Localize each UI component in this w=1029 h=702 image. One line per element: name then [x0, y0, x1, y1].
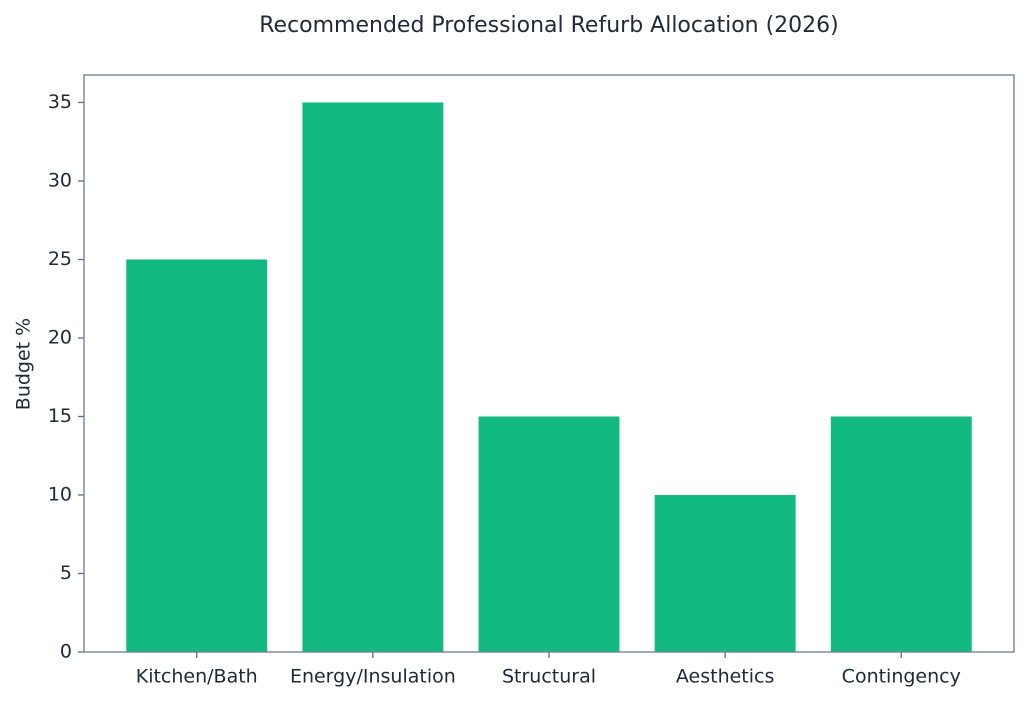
y-tick-label: 10: [48, 483, 72, 505]
y-tick-label: 5: [60, 562, 72, 584]
x-tick-label: Aesthetics: [676, 666, 775, 688]
x-tick-label: Structural: [502, 666, 596, 688]
y-tick-label: 35: [48, 91, 72, 113]
x-tick-label: Kitchen/Bath: [136, 666, 258, 688]
y-tick-label: 0: [60, 641, 72, 663]
plot-frame: [83, 74, 1015, 653]
x-tick-label: Contingency: [842, 666, 961, 688]
bar: [302, 102, 444, 652]
bar: [654, 494, 796, 652]
chart-title: Recommended Professional Refurb Allocati…: [259, 13, 839, 38]
y-tick-label: 30: [48, 169, 72, 191]
bar: [126, 259, 268, 652]
y-tick-label: 20: [48, 326, 72, 348]
x-tick-label: Energy/Insulation: [290, 666, 456, 688]
y-tick-label: 25: [48, 248, 72, 270]
bar: [478, 416, 620, 652]
y-axis-label: Budget %: [13, 318, 35, 410]
bar: [830, 416, 972, 652]
y-tick-label: 15: [48, 405, 72, 427]
